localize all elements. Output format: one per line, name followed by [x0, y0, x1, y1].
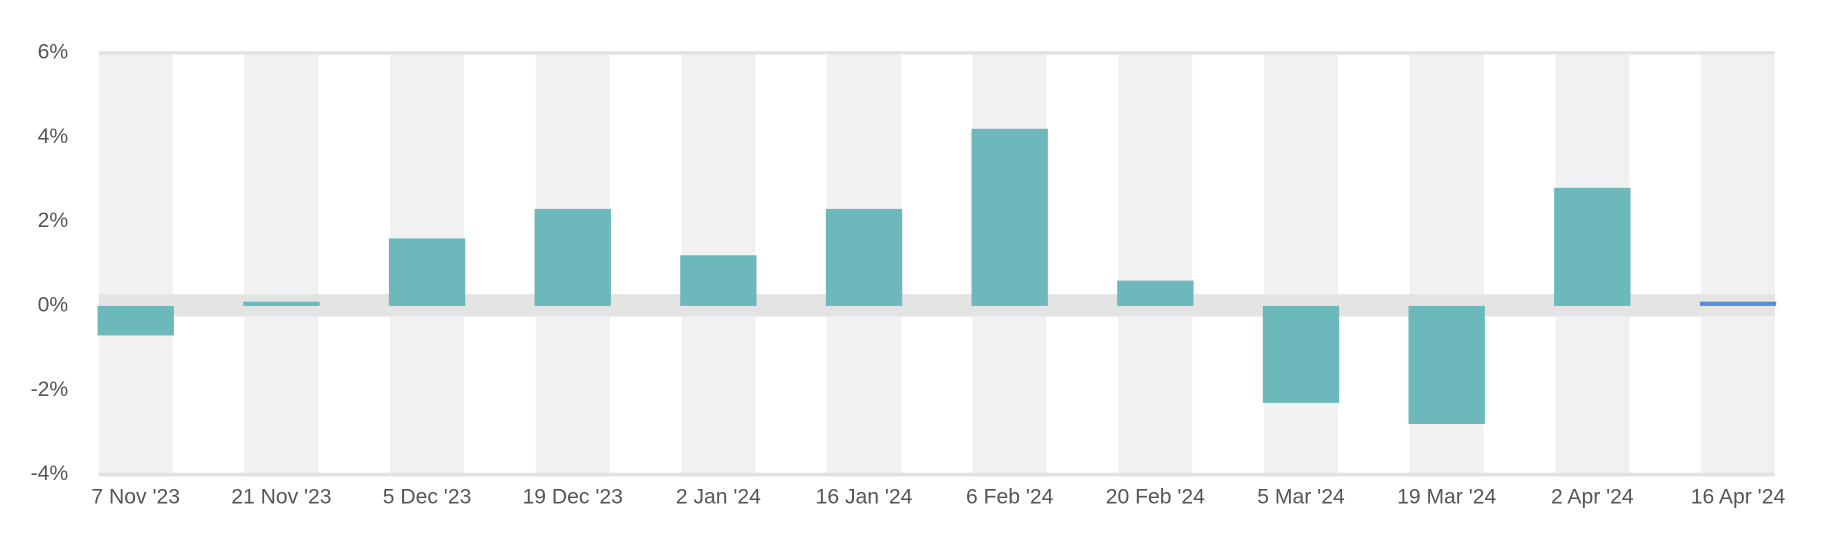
x-tick-label: 6 Feb '24 [966, 486, 1054, 509]
y-tick-label: -4% [31, 462, 69, 485]
x-tick-label: 20 Feb '24 [1106, 486, 1205, 509]
x-tick-label: 19 Dec '23 [523, 486, 623, 509]
bar [97, 305, 174, 336]
column-band [1118, 52, 1193, 475]
bar [971, 128, 1048, 306]
column-band [98, 52, 173, 475]
bar [1699, 301, 1777, 306]
y-tick-label: 6% [38, 40, 69, 63]
y-tick-label: 0% [38, 293, 69, 316]
zero-band [98, 294, 1775, 317]
x-tick-label: 5 Mar '24 [1257, 486, 1345, 509]
y-tick-label: 2% [38, 209, 69, 232]
x-tick-label: 19 Mar '24 [1397, 486, 1496, 509]
y-tick-label: -2% [31, 378, 69, 401]
bar [534, 208, 611, 306]
bar [1554, 187, 1631, 306]
bar [1117, 280, 1194, 306]
x-tick-label: 2 Apr '24 [1551, 486, 1634, 509]
bar [243, 301, 320, 306]
y-tick-label: 4% [38, 125, 69, 148]
column-band [1700, 52, 1775, 475]
column-band [1264, 52, 1339, 475]
x-tick-label: 5 Dec '23 [383, 486, 472, 509]
x-tick-label: 7 Nov '23 [91, 486, 180, 509]
x-tick-label: 2 Jan '24 [676, 486, 761, 509]
bar [825, 208, 903, 306]
bar [1262, 305, 1340, 403]
bar [1408, 305, 1485, 424]
x-tick-label: 16 Apr '24 [1691, 486, 1786, 509]
x-tick-label: 21 Nov '23 [231, 486, 331, 509]
bar [388, 238, 466, 306]
column-band [244, 52, 319, 475]
x-tick-label: 16 Jan '24 [816, 486, 913, 509]
bar [680, 255, 757, 306]
